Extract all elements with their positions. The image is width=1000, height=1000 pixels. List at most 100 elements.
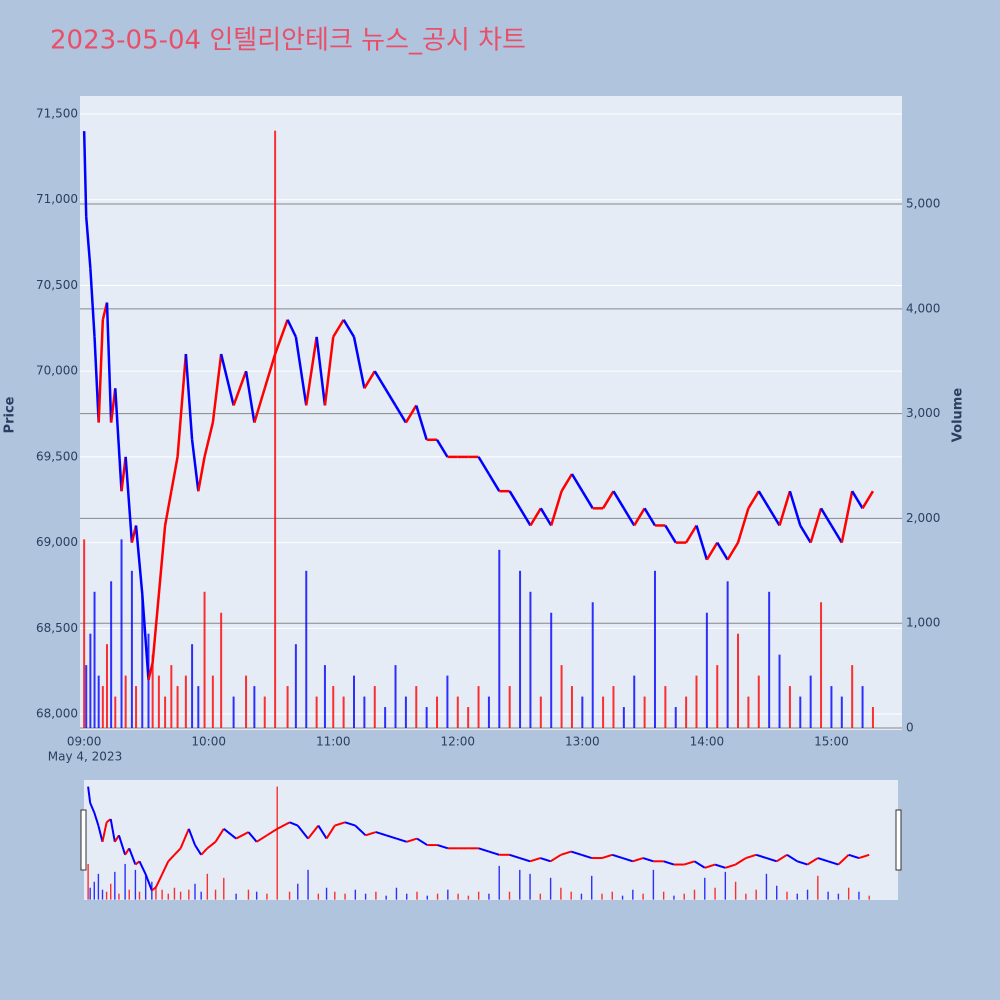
slider-volume-bar	[105, 891, 108, 900]
price-segment	[352, 336, 366, 389]
slider-volume-bar	[276, 786, 278, 900]
slider-volume-bar	[662, 891, 665, 900]
slider-price-segment	[601, 853, 613, 859]
slider-volume-bar	[266, 893, 268, 900]
slider-price-segment	[858, 853, 870, 859]
volume-bar	[737, 633, 740, 729]
volume-bar	[342, 696, 345, 729]
slider-volume-bar	[344, 893, 346, 900]
volume-bar	[757, 675, 760, 729]
price-segment	[539, 507, 553, 527]
volume-bar	[436, 696, 439, 729]
price-segment	[726, 541, 740, 561]
price-segment	[508, 490, 522, 509]
price-segment	[176, 353, 188, 457]
slider-price-segment	[256, 834, 268, 843]
slider-price-segment	[89, 802, 96, 814]
slider-handle[interactable]	[895, 809, 902, 871]
price-segment	[170, 456, 179, 492]
slider-price-segment	[796, 860, 808, 866]
volume-bar	[716, 665, 719, 729]
volume-bar	[685, 696, 688, 729]
slider-volume-bar	[406, 893, 408, 900]
volume-bar	[643, 696, 646, 729]
volume-bar	[135, 686, 138, 729]
price-segment	[695, 525, 709, 561]
price-segment	[435, 439, 449, 458]
volume-bar	[294, 644, 297, 729]
price-segment	[97, 319, 105, 423]
volume-bar	[830, 686, 833, 729]
volume-bar	[425, 707, 428, 729]
slider-price-segment	[704, 863, 716, 869]
slider-price-segment	[334, 821, 346, 827]
slider-handle[interactable]	[80, 809, 87, 871]
slider-price-segment	[325, 825, 336, 840]
volume-bar	[89, 633, 92, 729]
slider-volume-bar	[200, 891, 202, 900]
slider-volume-bar	[745, 893, 747, 900]
volume-bar	[768, 591, 771, 729]
slider-volume-bar	[118, 893, 120, 900]
slider-volume-bar	[110, 883, 112, 900]
price-segment	[105, 302, 113, 423]
price-segment	[861, 490, 875, 509]
slider-volume-bar	[426, 895, 428, 900]
slider-price-segment	[827, 860, 839, 866]
price-segment	[487, 473, 501, 492]
price-segment	[184, 353, 194, 440]
y2-axis-title: Volume	[951, 388, 966, 443]
y-tick-label: 71,500	[36, 107, 78, 121]
volume-bar	[809, 675, 812, 729]
volume-bar	[404, 696, 407, 729]
slider-price-segment	[128, 847, 137, 865]
y-tick-label: 68,000	[36, 707, 78, 721]
price-segment	[633, 507, 646, 527]
slider-price-segment	[247, 831, 258, 843]
y-tick-label: 69,000	[36, 535, 78, 549]
volume-bar	[170, 665, 173, 729]
price-segment	[560, 473, 574, 492]
volume-bar	[633, 675, 636, 729]
x-tick-label: 15:00	[814, 735, 849, 749]
volume-bar	[232, 696, 235, 729]
slider-price-segment	[87, 786, 92, 804]
price-segment	[147, 662, 154, 681]
volume-bar	[871, 707, 874, 729]
price-segment	[134, 525, 144, 595]
slider-volume-bar	[817, 875, 819, 900]
slider-price-segment	[622, 857, 634, 863]
range-slider[interactable]	[84, 780, 898, 900]
x-tick-label: 10:00	[191, 735, 226, 749]
slider-volume-bar	[858, 891, 860, 900]
slider-volume-bar	[155, 885, 157, 900]
slider-price-segment	[289, 821, 299, 827]
volume-bar	[353, 675, 355, 729]
y2-tick-label: 2,000	[906, 511, 940, 525]
slider-volume-bar	[673, 895, 675, 900]
y2-tick-label: 1,000	[906, 616, 940, 630]
slider-price-segment	[317, 825, 328, 840]
slider-price-segment	[550, 853, 562, 863]
slider-price-segment	[266, 827, 278, 837]
x-tick-label: 12:00	[440, 735, 475, 749]
price-segment	[305, 336, 318, 406]
volume-bar	[147, 633, 150, 729]
x-tick-label: 14:00	[690, 735, 725, 749]
slider-volume-bar	[734, 881, 737, 900]
slider-price-segment	[560, 850, 572, 856]
slider-price-segment	[117, 835, 127, 856]
slider-volume-bar	[642, 893, 644, 900]
slider-price-segment	[365, 831, 377, 837]
slider-price-segment	[570, 850, 582, 856]
price-segment	[294, 336, 308, 406]
price-segment	[203, 422, 215, 458]
volume-bar	[653, 570, 656, 729]
price-segment	[163, 490, 173, 526]
slider-volume-bar	[683, 893, 685, 900]
price-segment	[253, 387, 266, 423]
price-segment	[315, 336, 327, 406]
volume-bar	[384, 707, 387, 729]
slider-volume-bar	[144, 873, 147, 900]
volume-bar	[263, 696, 266, 729]
